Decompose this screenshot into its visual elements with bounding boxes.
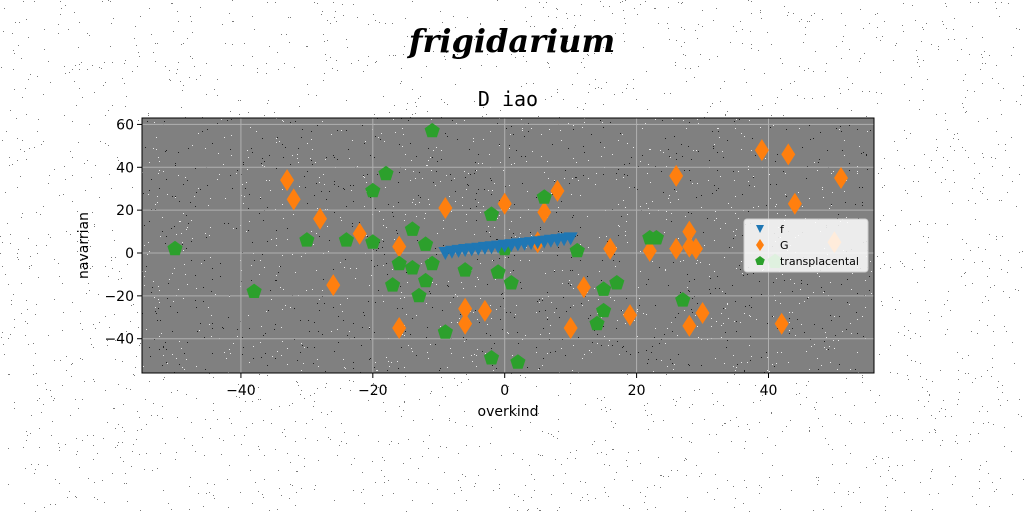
data-point-transplacental [609,275,625,290]
series-f [438,232,578,260]
data-point-transplacental [246,283,262,298]
data-point-G [477,299,492,322]
axes: −40 −20 0 20 40 −40 −20 0 20 40 60 [104,117,777,399]
data-point-G [682,314,697,337]
data-point-transplacental [418,272,434,288]
data-point-transplacental [569,242,585,258]
data-point-transplacental [648,230,664,245]
y-tick-label: 0 [125,246,134,262]
y-tick-label: 40 [116,160,134,176]
data-point-transplacental [365,234,381,249]
data-point-G [682,220,697,243]
data-point-transplacental [483,350,500,365]
data-point-transplacental [596,302,612,318]
data-point-G [392,235,407,258]
data-point-G [623,304,637,327]
data-point-transplacental [299,232,315,247]
data-point-G [754,139,769,162]
x-tick-label: 0 [500,383,509,399]
data-point-transplacental [510,354,526,369]
legend-pentagon-icon [755,256,765,265]
data-point-transplacental [483,206,500,221]
data-point-G [682,235,697,258]
data-point-transplacental [391,255,407,271]
data-point-transplacental [385,277,401,292]
x-tick-label: −20 [358,383,388,399]
data-point-G [550,179,565,202]
legend-box [743,218,869,273]
chart-title: D iao [478,87,538,111]
data-point-transplacental [503,275,519,290]
legend-entry: f [756,223,785,236]
data-point-G [834,167,849,189]
data-point-transplacental [167,240,183,256]
data-point-G [787,192,802,215]
legend-triangle-icon [756,225,764,233]
data-point-G [603,237,618,260]
data-point-transplacental [404,221,420,236]
legend-label: f [780,223,785,236]
data-point-transplacental [411,287,427,303]
data-point-G [352,222,367,245]
y-tick-label: 20 [116,203,134,219]
data-point-f [563,232,578,246]
data-point-transplacental [457,262,473,277]
data-point-G [392,317,407,339]
data-point-transplacental [418,236,434,251]
data-point-G [774,312,789,335]
legend-label: G [780,239,789,252]
data-point-G [781,143,796,166]
data-point-transplacental [378,165,394,181]
data-point-G [458,312,473,335]
series-G [280,139,849,339]
data-point-G [563,317,578,339]
data-point-G [497,192,512,215]
data-point-transplacental [338,232,354,247]
data-point-transplacental [589,315,605,331]
series-transplacental [167,122,783,369]
data-point-G [642,239,657,262]
data-point-transplacental [437,324,453,339]
data-point-G [326,274,341,297]
x-tick-label: 20 [628,383,646,399]
data-point-transplacental [424,255,440,271]
x-tick-label: 40 [760,383,778,399]
data-point-transplacental [596,281,612,296]
data-point-G [280,169,295,192]
plot-frame [141,117,875,374]
legend-entry: G [756,239,789,252]
y-tick-label: −20 [104,289,134,305]
data-point-G [438,197,453,219]
data-point-G [286,188,301,211]
data-marks [167,122,849,369]
legend-diamond-icon [756,239,764,251]
data-point-transplacental [675,292,691,307]
data-point-G [669,237,684,260]
legend-entry: transplacental [755,255,859,268]
data-point-G [695,302,710,324]
y-tick-label: 60 [116,117,134,133]
y-axis-label: navarrian [76,212,92,279]
data-point-G [458,297,473,320]
data-point-transplacental [404,260,420,275]
data-point-G [537,201,552,224]
figure-suptitle: frigidarium [408,22,616,60]
y-tick-label: −40 [104,332,134,348]
data-point-G [669,164,684,187]
x-axis-label: overkind [478,404,539,420]
data-point-G [313,207,328,230]
data-point-G [576,276,591,299]
data-point-G [688,237,703,260]
data-point-transplacental [490,264,506,279]
data-point-transplacental [424,122,440,138]
x-tick-label: −40 [226,383,256,399]
data-point-transplacental [536,189,552,204]
data-point-transplacental [365,182,381,198]
legend-label: transplacental [780,255,859,268]
